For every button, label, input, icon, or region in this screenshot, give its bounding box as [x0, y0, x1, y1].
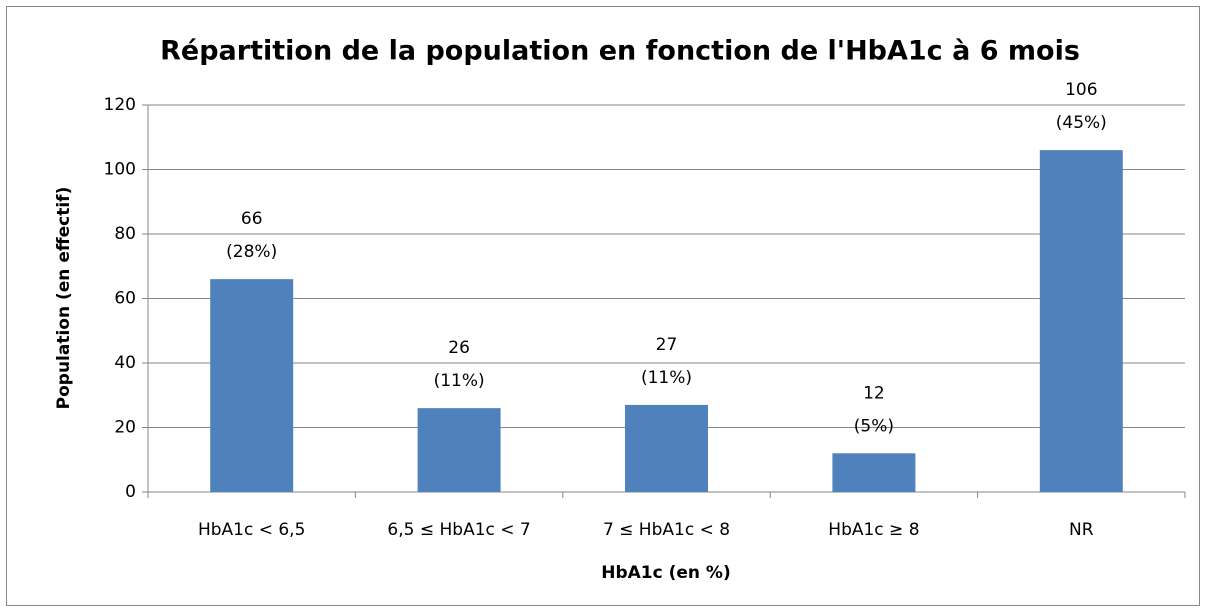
share-label: (11%): [434, 371, 485, 391]
value-label: 26: [448, 338, 470, 358]
x-axis-label: HbA1c (en %): [601, 563, 731, 583]
y-tick-label: 80: [114, 224, 136, 244]
bar: [417, 408, 501, 492]
bar: [210, 279, 294, 492]
bar: [832, 453, 916, 492]
bar: [1039, 150, 1123, 492]
share-label: (28%): [226, 242, 277, 262]
y-tick-label: 60: [114, 289, 136, 309]
chart-border: [6, 6, 1200, 606]
y-tick-label: 0: [125, 482, 136, 502]
y-tick-label: 20: [114, 418, 136, 438]
x-tick-label: 7 ≤ HbA1c < 8: [603, 520, 730, 540]
y-tick-label: 100: [104, 160, 136, 180]
y-axis-label: Population (en effectif): [54, 187, 74, 410]
share-label: (5%): [854, 416, 894, 436]
bar: [625, 404, 708, 492]
value-label: 66: [241, 209, 263, 229]
share-label: (45%): [1056, 113, 1107, 133]
x-tick-label: HbA1c ≥ 8: [828, 520, 919, 540]
share-label: (11%): [641, 368, 692, 388]
y-tick-label: 40: [114, 353, 136, 373]
x-tick-label: HbA1c < 6,5: [198, 520, 305, 540]
y-tick-label: 120: [104, 95, 136, 115]
value-label: 106: [1065, 80, 1097, 100]
chart-title: Répartition de la population en fonction…: [160, 36, 1080, 67]
value-label: 12: [863, 383, 885, 403]
x-tick-label: 6,5 ≤ HbA1c < 7: [387, 520, 530, 540]
value-label: 27: [656, 335, 678, 355]
x-tick-label: NR: [1069, 520, 1094, 540]
